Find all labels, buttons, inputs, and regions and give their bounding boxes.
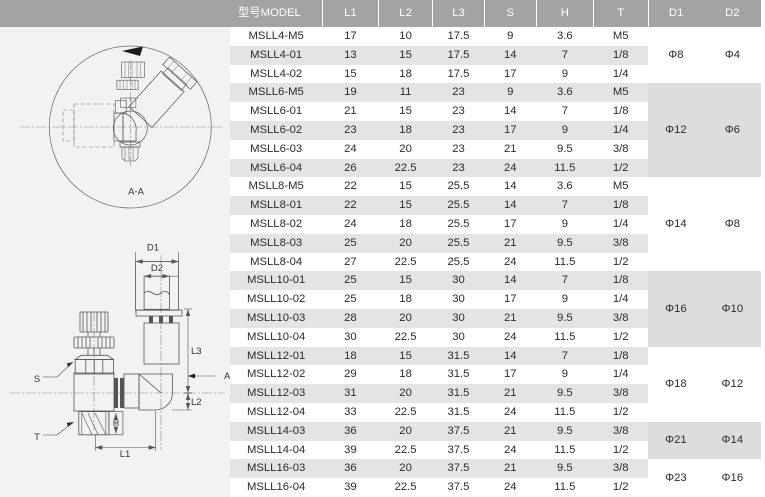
svg-text:H: H — [113, 418, 119, 428]
svg-text:S: S — [34, 374, 40, 385]
svg-text:D2: D2 — [151, 263, 163, 274]
svg-text:A-A: A-A — [128, 187, 145, 198]
svg-text:T: T — [34, 432, 40, 443]
svg-text:L1: L1 — [120, 449, 131, 460]
svg-text:L2: L2 — [191, 397, 202, 408]
svg-text:L3: L3 — [191, 346, 202, 357]
svg-text:D1: D1 — [147, 243, 159, 254]
